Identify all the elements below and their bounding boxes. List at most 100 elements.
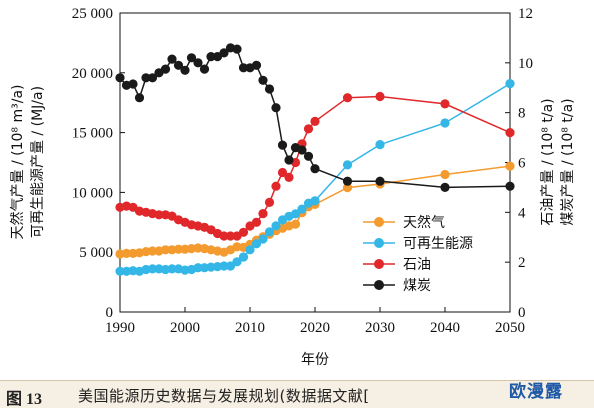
data-point-gas [440, 169, 450, 180]
legend-label-gas: 天然气 [403, 214, 445, 231]
data-point-renewable [232, 257, 242, 267]
legend-label-coal: 煤炭 [403, 278, 431, 294]
data-point-coal [186, 53, 197, 63]
data-point-coal [258, 75, 268, 85]
series-oil [115, 91, 515, 241]
data-point-coal [284, 155, 294, 165]
x-tick-label: 2020 [300, 320, 330, 336]
data-point-oil [264, 197, 275, 207]
data-point-renewable [193, 263, 203, 273]
right-axis-title-1: 石油产量 / (10⁸ t/a) [540, 98, 556, 225]
data-point-oil [238, 227, 249, 237]
data-point-gas [342, 183, 353, 193]
data-point-coal [160, 64, 171, 74]
data-point-renewable [310, 196, 320, 206]
data-point-coal [232, 44, 242, 54]
x-tick-label: 2030 [365, 320, 395, 336]
data-point-renewable [251, 239, 262, 249]
data-point-oil [225, 231, 236, 241]
right-axis-title-2: 煤炭产量 / (10⁸ t/a) [560, 98, 576, 225]
data-point-oil [154, 210, 164, 220]
data-point-renewable [245, 245, 255, 255]
data-point-coal [440, 182, 450, 192]
data-point-coal [219, 48, 229, 58]
x-tick-label: 1990 [105, 320, 135, 336]
data-point-oil [310, 116, 320, 126]
data-point-gas [160, 245, 171, 255]
data-point-gas [121, 248, 132, 258]
figure-caption: 图 13 美国能源历史数据与发展规划(数据据文献[ [0, 380, 594, 408]
data-point-oil [258, 209, 268, 219]
data-point-coal [303, 151, 314, 161]
data-point-renewable [290, 209, 301, 219]
left-tick-label: 15 000 [72, 126, 113, 142]
data-point-coal [342, 176, 353, 186]
data-point-gas [173, 244, 184, 254]
right-tick-label: 6 [518, 156, 526, 172]
data-point-renewable [219, 261, 229, 271]
data-point-coal [375, 176, 385, 186]
left-axis-ticks: 0 5 000 10 000 15 000 20 000 25 000 [72, 6, 125, 321]
left-tick-label: 20 000 [72, 66, 113, 82]
data-point-oil [251, 217, 262, 227]
x-tick-label: 2050 [495, 320, 525, 336]
legend-marker-gas [374, 217, 384, 227]
legend: 天然气 可再生能源 石油 煤炭 [363, 214, 473, 294]
data-point-coal [310, 164, 320, 174]
legend-item-renewable: 可再生能源 [363, 236, 473, 252]
data-point-renewable [342, 160, 353, 170]
data-point-coal [134, 93, 145, 103]
legend-marker-renewable [374, 238, 384, 248]
right-tick-label: 0 [518, 305, 526, 321]
legend-item-oil: 石油 [363, 257, 431, 273]
data-point-coal [173, 60, 184, 70]
chart: 0 5 000 10 000 15 000 20 000 25 000 0 2 4 6 8 10 12… [9, 6, 576, 368]
data-point-coal [193, 58, 203, 68]
data-point-renewable [375, 140, 385, 150]
x-axis-ticks: 1990 2000 2010 2020 2030 2040 2050 [105, 307, 525, 336]
data-point-coal [297, 145, 307, 155]
right-tick-label: 4 [518, 205, 526, 221]
data-point-oil [505, 128, 515, 138]
data-point-renewable [264, 227, 275, 237]
series-layer [115, 43, 515, 276]
left-axis-title-1: 天然气产量 / (10⁸ m³/a) [9, 85, 26, 240]
data-point-coal [277, 140, 288, 150]
data-point-coal [115, 73, 125, 83]
left-axis-title-2: 可再生能源产量 / (MJ/a) [30, 86, 46, 238]
data-point-gas [147, 246, 158, 256]
x-tick-label: 2000 [170, 320, 200, 336]
data-point-renewable [297, 204, 307, 214]
data-point-oil [342, 93, 353, 103]
data-point-coal [167, 54, 177, 64]
right-tick-label: 12 [518, 6, 533, 22]
data-point-oil [277, 167, 288, 178]
data-point-coal [141, 73, 151, 83]
left-tick-label: 10 000 [72, 185, 113, 201]
left-tick-label: 0 [106, 305, 114, 321]
x-tick-label: 2010 [235, 320, 265, 336]
series-coal [115, 43, 515, 192]
data-point-renewable [440, 118, 450, 128]
data-point-coal [264, 84, 275, 94]
legend-marker-coal [374, 280, 384, 290]
right-axis-ticks: 0 2 4 6 8 10 12 [505, 6, 533, 321]
data-point-renewable [167, 264, 177, 274]
data-point-oil [440, 99, 450, 109]
data-point-coal [271, 103, 281, 113]
data-point-coal [199, 64, 210, 74]
data-point-gas [290, 219, 301, 229]
left-tick-label: 5 000 [79, 245, 113, 261]
legend-marker-oil [374, 259, 384, 269]
figure-number: 图 13 [6, 391, 43, 408]
data-point-coal [128, 79, 138, 89]
right-tick-label: 10 [518, 56, 533, 72]
right-tick-label: 8 [518, 106, 526, 122]
data-point-oil [271, 181, 281, 191]
legend-item-gas: 天然气 [363, 214, 445, 231]
data-point-gas [505, 161, 515, 171]
data-point-coal [147, 73, 158, 83]
data-point-coal [505, 181, 515, 191]
data-point-renewable [115, 266, 125, 276]
watermark-logo: 欧漫露 [509, 382, 563, 402]
